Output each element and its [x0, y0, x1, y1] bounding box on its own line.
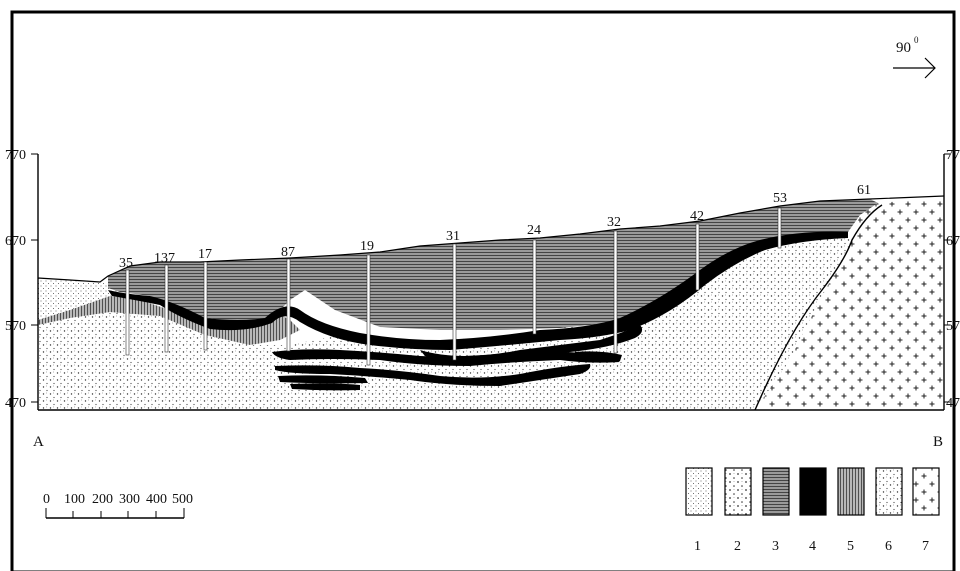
legend-swatch-crosses — [912, 467, 940, 516]
borehole-label: 17 — [198, 247, 212, 262]
legend: 1 2 3 4 5 6 7 — [685, 467, 940, 554]
borehole-label: 137 — [154, 251, 175, 266]
legend-item-7: 7 — [912, 467, 940, 554]
scale-label-500: 500 — [172, 492, 193, 507]
borehole-17: 17 — [198, 247, 212, 351]
elevation-axis-right: 77 67 57 47 — [943, 148, 960, 411]
scale-label-100: 100 — [64, 492, 85, 507]
borehole-42: 42 — [690, 209, 704, 291]
borehole-53: 53 — [773, 191, 787, 249]
legend-item-3: 3 — [762, 467, 790, 554]
sand-layer — [38, 236, 855, 410]
legend-number: 7 — [922, 539, 929, 554]
legend-item-2: 2 — [724, 467, 752, 554]
legend-number: 5 — [847, 539, 854, 554]
left-tick-570: 570 — [5, 319, 26, 334]
borehole-31: 31 — [446, 229, 460, 361]
boreholes: 35 137 17 87 19 31 24 32 42 53 61 — [119, 183, 871, 366]
legend-swatch-vertical-hatch — [837, 467, 865, 516]
coal-seam-main — [108, 231, 848, 350]
borehole-label: 61 — [857, 183, 871, 198]
legend-item-1: 1 — [685, 467, 713, 554]
legend-number: 4 — [809, 539, 816, 554]
legend-item-5: 5 — [837, 467, 865, 554]
basement-crosses — [755, 198, 944, 410]
scale-bar: 0 100 200 300 400 500 — [43, 492, 193, 519]
section-end-b: B — [933, 434, 943, 450]
section-body — [37, 195, 945, 411]
borehole-19: 19 — [360, 239, 374, 366]
elevation-axis-left: 770 670 570 470 — [5, 148, 39, 411]
borehole-32: 32 — [607, 215, 621, 354]
legend-number: 2 — [734, 539, 741, 554]
legend-item-6: 6 — [875, 467, 903, 554]
scale-label-300: 300 — [119, 492, 140, 507]
direction-label: 90 — [896, 40, 911, 56]
borehole-label: 53 — [773, 191, 787, 206]
legend-number: 3 — [772, 539, 779, 554]
legend-swatch-dense-dots — [875, 467, 903, 516]
borehole-61: 61 — [857, 183, 871, 198]
legend-swatch-fine-dots — [685, 467, 713, 516]
ground-surface-line — [37, 195, 945, 283]
legend-item-4: 4 — [799, 467, 827, 554]
left-tick-470: 470 — [5, 396, 26, 411]
right-tick-77: 77 — [946, 148, 960, 163]
direction-superscript: 0 — [914, 35, 919, 45]
legend-number: 1 — [694, 539, 701, 554]
borehole-label: 31 — [446, 229, 460, 244]
left-tick-770: 770 — [5, 148, 26, 163]
scale-label-400: 400 — [146, 492, 167, 507]
borehole-label: 32 — [607, 215, 621, 230]
hatched-layer — [108, 199, 878, 330]
legend-swatch-coarse-dots — [724, 467, 752, 516]
scale-label-0: 0 — [43, 492, 50, 507]
borehole-24: 24 — [527, 223, 541, 335]
borehole-137: 137 — [154, 251, 175, 353]
borehole-label: 42 — [690, 209, 704, 224]
right-tick-57: 57 — [946, 319, 960, 334]
arrow-head-icon — [924, 57, 936, 79]
borehole-label: 19 — [360, 239, 374, 254]
legend-number: 6 — [885, 539, 892, 554]
figure-border — [10, 10, 956, 571]
right-tick-47: 47 — [946, 396, 960, 411]
right-tick-67: 67 — [946, 234, 960, 249]
left-tick-670: 670 — [5, 234, 26, 249]
legend-swatch-solid-black — [799, 467, 827, 516]
borehole-label: 87 — [281, 245, 295, 260]
borehole-label: 24 — [527, 223, 541, 238]
legend-swatch-horizontal-hatch — [762, 467, 790, 516]
scale-label-200: 200 — [92, 492, 113, 507]
borehole-87: 87 — [281, 245, 295, 352]
borehole-label: 35 — [119, 256, 133, 271]
borehole-35: 35 — [119, 256, 133, 356]
north-arrow-90: 90 0 — [893, 35, 936, 79]
section-end-a: A — [33, 434, 44, 450]
